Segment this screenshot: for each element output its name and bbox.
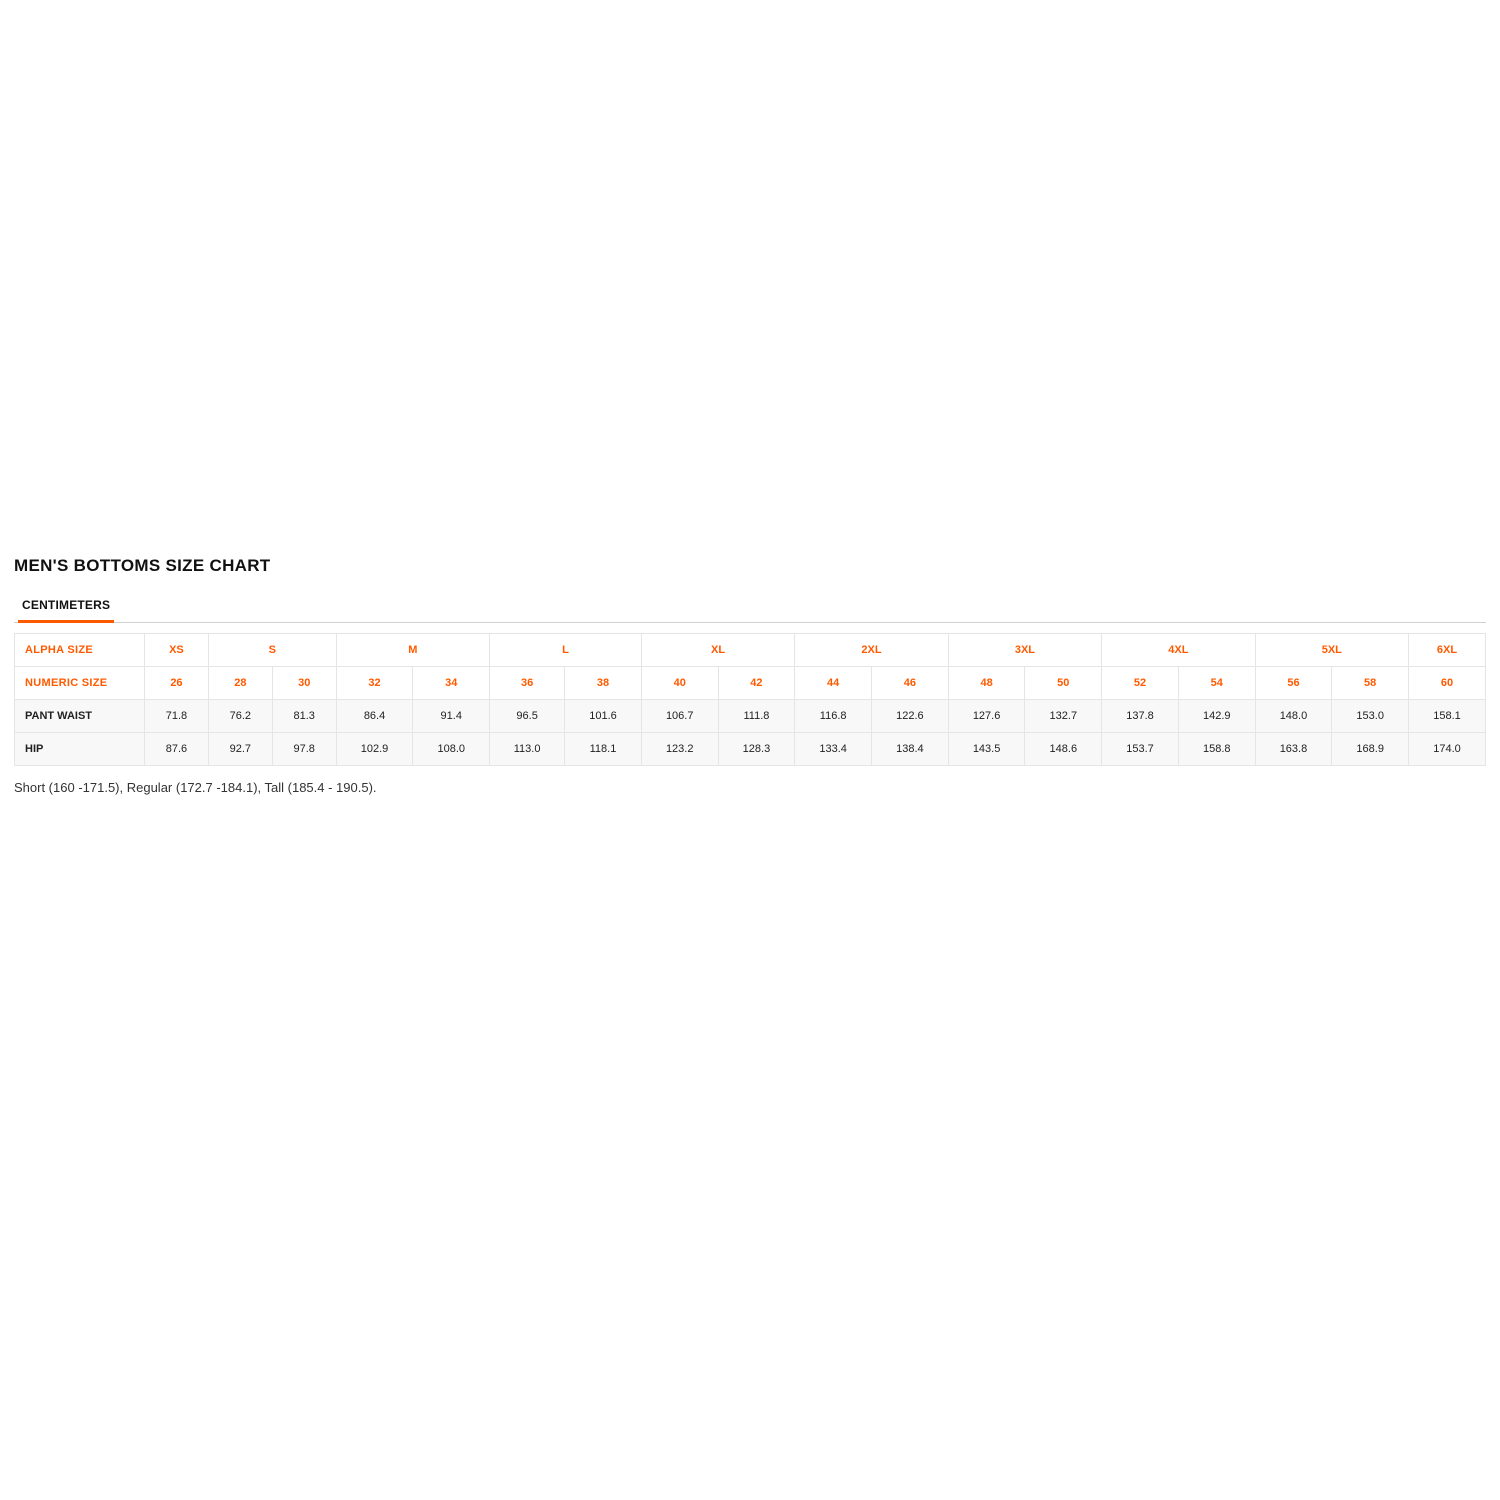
numeric-size-header: 46 [872,667,949,700]
table-cell: 168.9 [1332,733,1409,766]
table-cell: 138.4 [872,733,949,766]
alpha-size-header: 5XL [1255,634,1408,667]
table-cell: 158.8 [1178,733,1255,766]
table-cell: 92.7 [208,733,272,766]
alpha-size-header: 3XL [948,634,1101,667]
alpha-size-header: M [336,634,489,667]
numeric-size-header: 60 [1409,667,1486,700]
table-cell: 106.7 [641,700,718,733]
table-cell: 148.6 [1025,733,1102,766]
numeric-size-header: 52 [1102,667,1179,700]
tab-centimeters[interactable]: CENTIMETERS [18,591,114,623]
alpha-size-header: XS [145,634,209,667]
row-label: HIP [15,733,145,766]
table-cell: 133.4 [795,733,872,766]
table-cell: 122.6 [872,700,949,733]
table-cell: 142.9 [1178,700,1255,733]
row-label: PANT WAIST [15,700,145,733]
table-cell: 174.0 [1409,733,1486,766]
table-cell: 143.5 [948,733,1025,766]
numeric-size-header: 38 [565,667,642,700]
table-cell: 163.8 [1255,733,1332,766]
numeric-size-header: 36 [490,667,565,700]
table-cell: 111.8 [718,700,795,733]
numeric-size-header: 32 [336,667,413,700]
numeric-size-header: 40 [641,667,718,700]
numeric-size-header: 28 [208,667,272,700]
table-cell: 132.7 [1025,700,1102,733]
table-cell: 101.6 [565,700,642,733]
unit-tabs: CENTIMETERS [14,590,1486,623]
numeric-size-header: 44 [795,667,872,700]
numeric-size-header: 42 [718,667,795,700]
table-cell: 153.0 [1332,700,1409,733]
alpha-size-header: 6XL [1409,634,1486,667]
alpha-size-header: S [208,634,336,667]
numeric-size-header: 48 [948,667,1025,700]
table-cell: 148.0 [1255,700,1332,733]
table-cell: 102.9 [336,733,413,766]
alpha-size-header: 4XL [1102,634,1255,667]
table-cell: 128.3 [718,733,795,766]
table-cell: 97.8 [272,733,336,766]
numeric-size-header: 50 [1025,667,1102,700]
alpha-size-header: L [490,634,642,667]
table-cell: 91.4 [413,700,490,733]
size-chart-table: ALPHA SIZEXSSMLXL2XL3XL4XL5XL6XL NUMERIC … [14,633,1486,766]
table-cell: 158.1 [1409,700,1486,733]
numeric-size-header: 26 [145,667,209,700]
table-cell: 108.0 [413,733,490,766]
row-label-alpha: ALPHA SIZE [15,634,145,667]
table-cell: 137.8 [1102,700,1179,733]
table-cell: 153.7 [1102,733,1179,766]
footnote: Short (160 -171.5), Regular (172.7 -184.… [14,780,1486,795]
table-cell: 86.4 [336,700,413,733]
numeric-size-header: 56 [1255,667,1332,700]
table-cell: 127.6 [948,700,1025,733]
table-cell: 81.3 [272,700,336,733]
table-cell: 71.8 [145,700,209,733]
table-cell: 87.6 [145,733,209,766]
numeric-size-header: 58 [1332,667,1409,700]
numeric-size-header: 34 [413,667,490,700]
numeric-size-header: 30 [272,667,336,700]
table-cell: 123.2 [641,733,718,766]
table-cell: 76.2 [208,700,272,733]
table-cell: 113.0 [490,733,565,766]
table-cell: 118.1 [565,733,642,766]
page-title: MEN'S BOTTOMS SIZE CHART [14,556,1486,576]
alpha-size-header: XL [641,634,794,667]
numeric-size-header: 54 [1178,667,1255,700]
table-cell: 116.8 [795,700,872,733]
alpha-size-header: 2XL [795,634,948,667]
row-label-numeric: NUMERIC SIZE [15,667,145,700]
table-cell: 96.5 [490,700,565,733]
